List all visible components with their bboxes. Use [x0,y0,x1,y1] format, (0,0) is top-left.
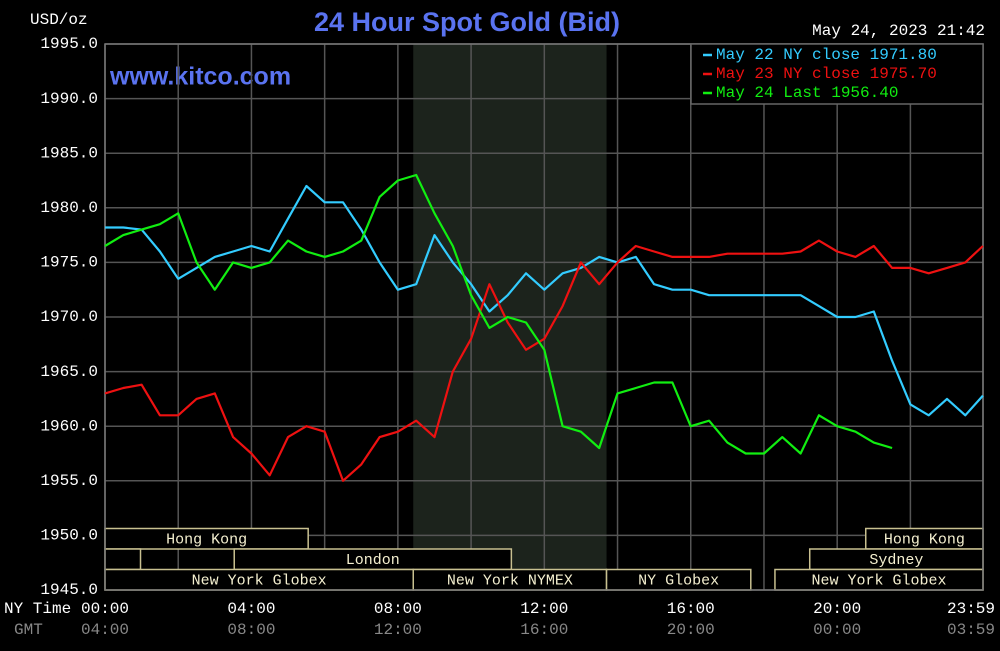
series-line [104,239,984,482]
y-axis-label: USD/oz [30,11,88,29]
session-label: New York Globex [811,573,946,590]
y-tick-label: 1980.0 [40,199,98,217]
y-tick-label: 1995.0 [40,35,98,53]
legend-label: May 24 Last 1956.40 [716,84,898,102]
x-tick-label: 08:00 [374,600,422,618]
x-axis-label: NY Time [4,600,71,618]
y-tick-label: 1945.0 [40,581,98,599]
x2-tick-label: 00:00 [813,621,861,639]
session-bar [104,548,142,571]
x2-tick-label: 03:59 [947,621,995,639]
x2-tick-label: 20:00 [667,621,715,639]
timestamp: May 24, 2023 21:42 [812,22,985,40]
session-label: Hong Kong [166,532,247,549]
plot-frame [104,43,984,591]
x-tick-label: 23:59 [947,600,995,618]
session-label: Hong Kong [884,532,965,549]
y-tick-label: 1970.0 [40,308,98,326]
x-tick-label: 20:00 [813,600,861,618]
session-label: NY Globex [638,573,719,590]
y-tick-label: 1975.0 [40,254,98,272]
x2-tick-label: 08:00 [227,621,275,639]
legend-label: May 22 NY close 1971.80 [716,46,937,64]
y-tick-label: 1965.0 [40,363,98,381]
y-tick-label: 1955.0 [40,472,98,490]
y-tick-label: 1990.0 [40,90,98,108]
x2-tick-label: 04:00 [81,621,129,639]
x2-axis-label: GMT [14,621,43,639]
x-tick-label: 12:00 [520,600,568,618]
chart-title: 24 Hour Spot Gold (Bid) [314,7,620,37]
series-line [104,173,893,455]
x-tick-label: 00:00 [81,600,129,618]
x2-tick-label: 12:00 [374,621,422,639]
series-line [105,184,984,417]
x2-tick-label: 16:00 [520,621,568,639]
session-label: Sydney [869,552,923,569]
legend-label: May 23 NY close 1975.70 [716,65,937,83]
watermark: www.kitco.com [109,63,291,91]
x-tick-label: 16:00 [667,600,715,618]
y-tick-label: 1985.0 [40,144,98,162]
y-tick-label: 1950.0 [40,527,98,545]
session-label: New York NYMEX [447,573,573,590]
x-tick-label: 04:00 [227,600,275,618]
session-label: London [346,552,400,569]
session-label: New York Globex [192,573,327,590]
y-tick-label: 1960.0 [40,417,98,435]
legend-box [690,43,984,105]
